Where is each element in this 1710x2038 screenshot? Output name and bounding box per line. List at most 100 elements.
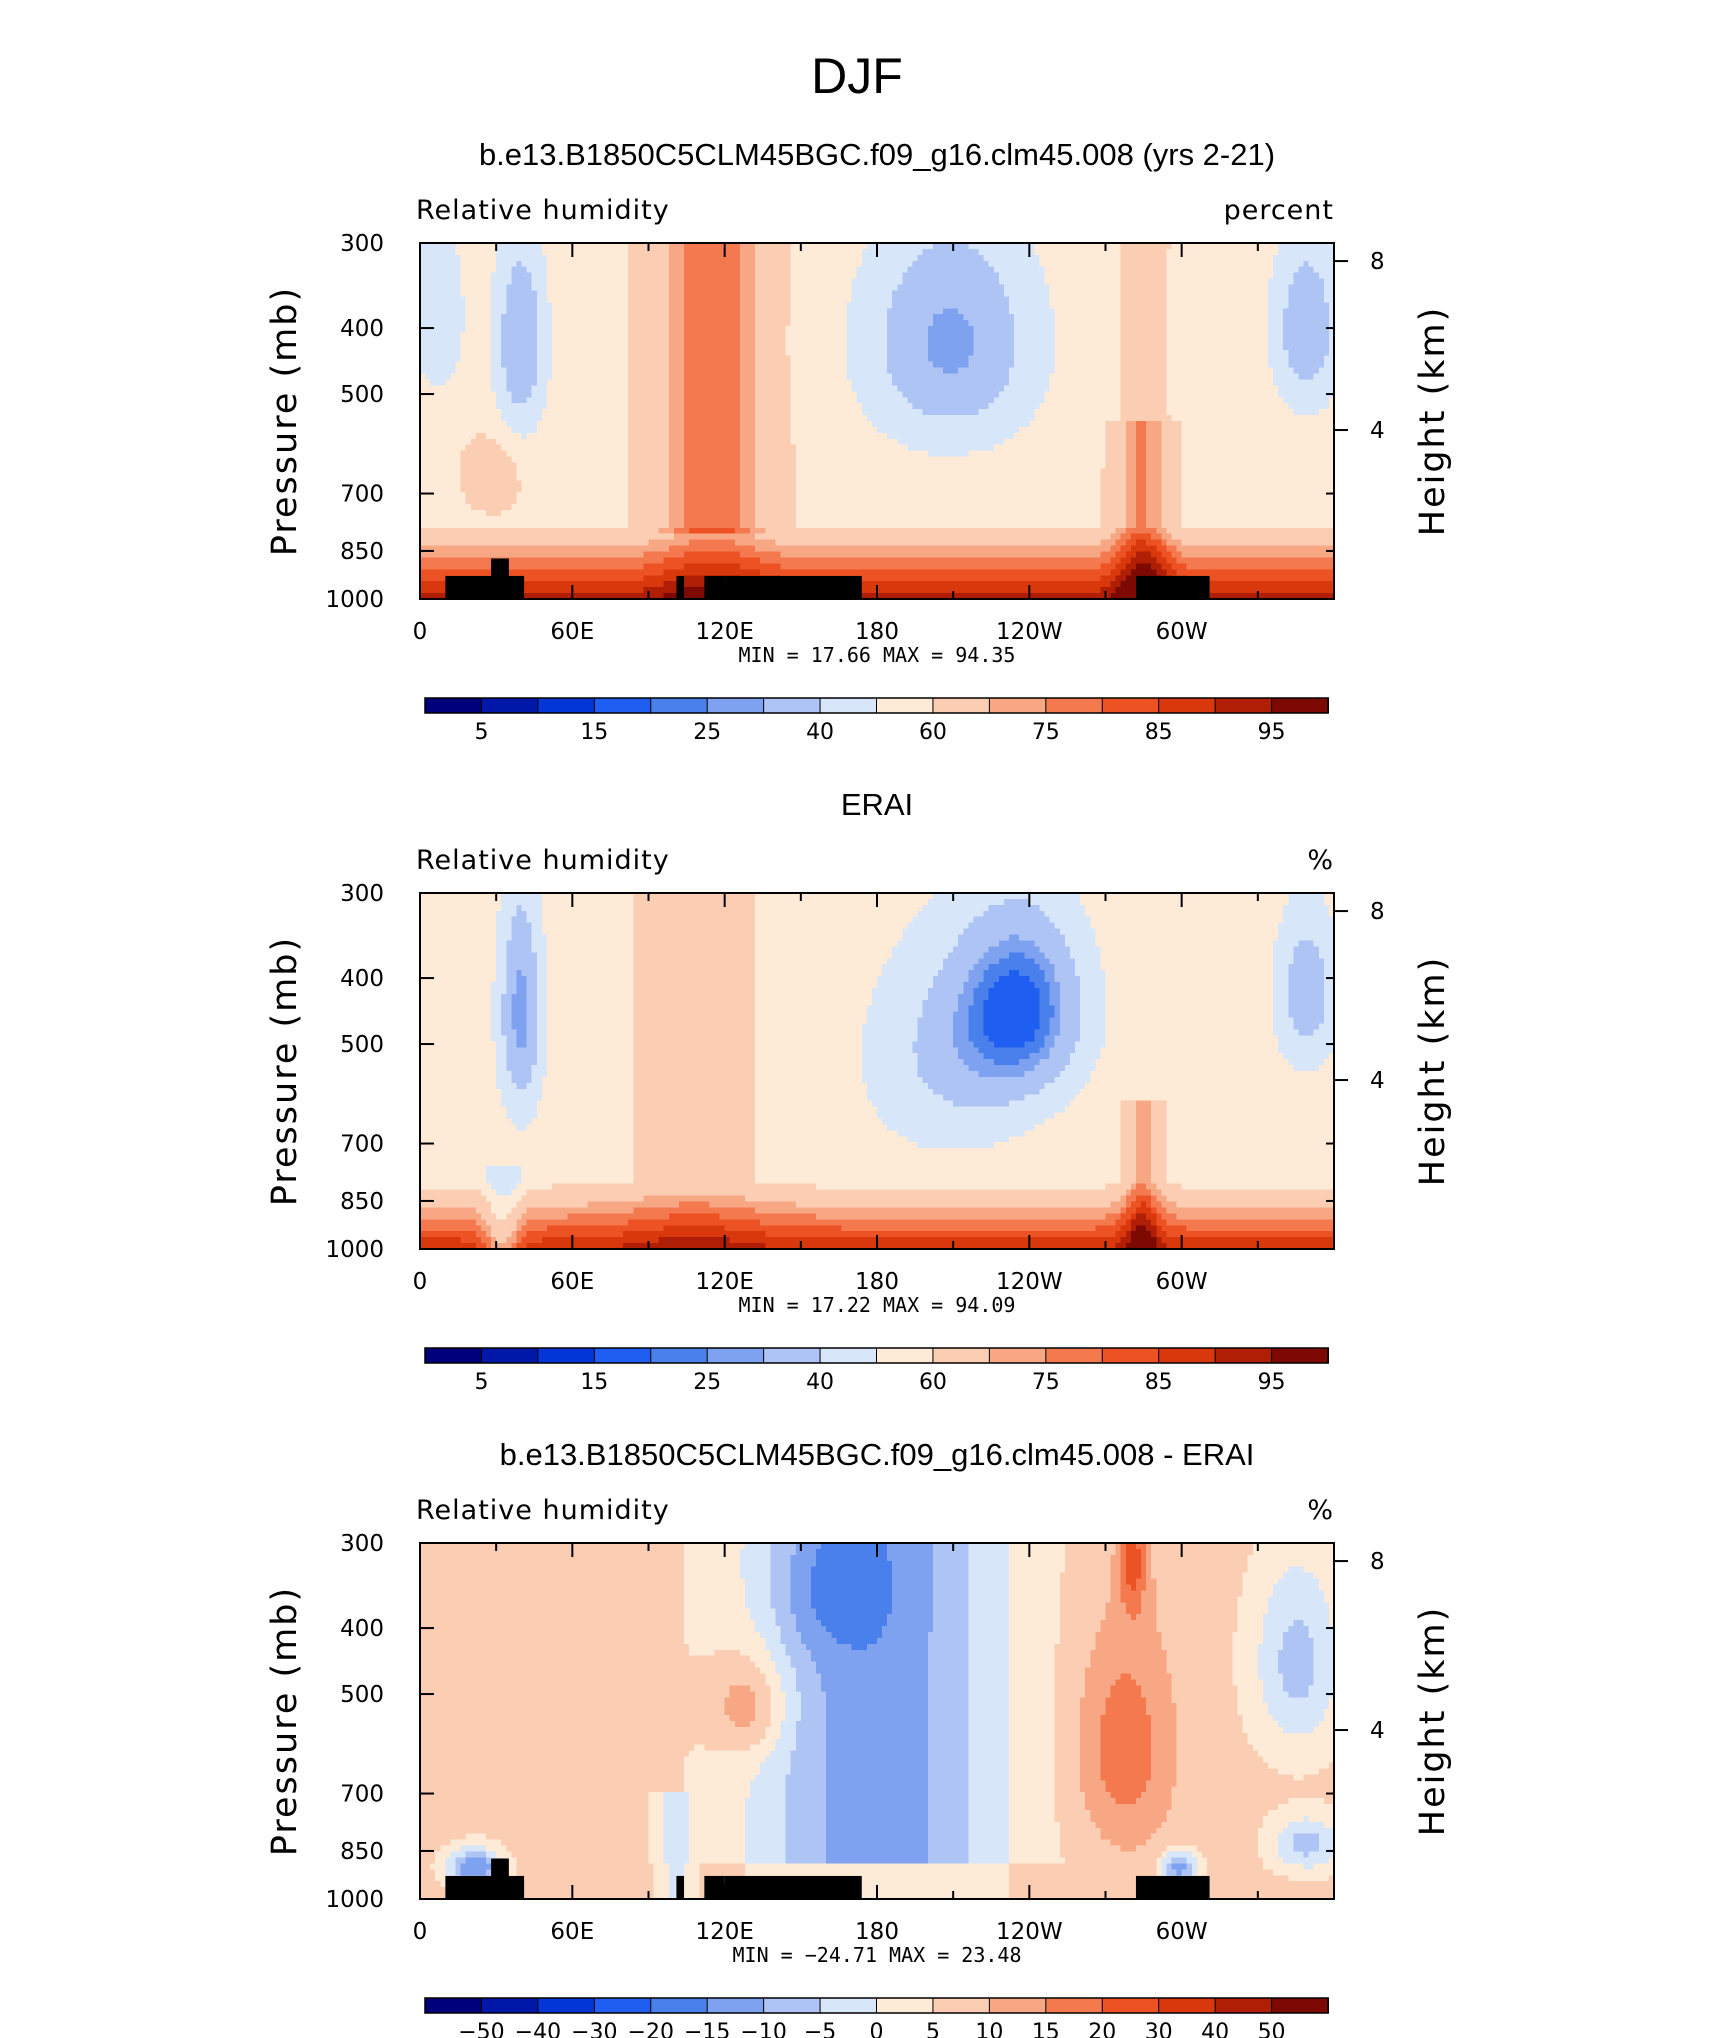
contour-cell <box>1328 349 1334 357</box>
contour-cell <box>734 367 741 375</box>
contour-cell <box>445 302 452 309</box>
contour-cell <box>653 361 660 369</box>
contour-cell <box>831 349 837 357</box>
contour-cell <box>780 278 787 286</box>
contour-cell <box>1135 272 1142 280</box>
contour-cell <box>968 349 975 357</box>
contour-cell <box>1105 361 1112 369</box>
contour-cell <box>1288 248 1294 256</box>
contour-cell <box>1064 385 1071 392</box>
contour-cell <box>1034 308 1041 315</box>
contour-cell <box>1201 290 1208 297</box>
contour-cell <box>1156 343 1162 351</box>
contour-cell <box>465 248 472 256</box>
contour-cell <box>1151 355 1157 363</box>
contour-cell <box>1085 260 1091 268</box>
contour-cell <box>978 355 985 363</box>
contour-cell <box>1308 361 1315 369</box>
contour-cell <box>480 308 487 315</box>
contour-cell <box>658 337 665 345</box>
contour-cell <box>694 254 700 262</box>
contour-cell <box>567 403 573 410</box>
contour-cell <box>425 284 431 292</box>
contour-cell <box>465 272 472 280</box>
contour-cell <box>1278 296 1284 303</box>
contour-cell <box>1171 320 1178 327</box>
contour-cell <box>714 296 721 303</box>
contour-cell <box>755 254 761 262</box>
contour-cell <box>998 278 1005 286</box>
contour-cell <box>480 320 487 327</box>
contour-cell <box>1049 290 1056 297</box>
contour-cell <box>892 343 898 351</box>
contour-cell <box>506 248 512 256</box>
contour-cell <box>1019 391 1025 398</box>
contour-cell <box>1075 320 1081 327</box>
contour-cell <box>607 278 614 286</box>
contour-cell <box>1130 243 1137 250</box>
contour-cell <box>1080 314 1086 321</box>
contour-cell <box>1014 243 1020 250</box>
contour-cell <box>1125 260 1132 268</box>
contour-cell <box>1029 349 1036 357</box>
contour-cell <box>1029 272 1036 280</box>
contour-cell <box>1130 326 1137 333</box>
contour-cell <box>689 403 695 410</box>
contour-cell <box>1196 248 1203 256</box>
contour-cell <box>1146 248 1152 256</box>
contour-cell <box>567 308 573 315</box>
contour-cell <box>440 326 446 333</box>
contour-cell <box>516 320 523 327</box>
contour-cell <box>750 308 756 315</box>
contour-cell <box>480 260 487 268</box>
contour-cell <box>709 308 716 315</box>
contour-cell <box>907 332 914 339</box>
contour-cell <box>1323 326 1330 333</box>
contour-cell <box>526 367 533 375</box>
contour-cell <box>1019 349 1025 357</box>
contour-cell <box>506 266 512 274</box>
contour-cell <box>1207 266 1213 274</box>
contour-cell <box>1217 326 1223 333</box>
contour-cell <box>684 254 690 262</box>
contour-cell <box>988 385 995 392</box>
contour-cell <box>1278 278 1284 286</box>
contour-cell <box>1207 361 1213 369</box>
contour-cell <box>917 332 924 339</box>
contour-cell <box>1034 290 1041 297</box>
contour-cell <box>587 361 594 369</box>
contour-cell <box>607 290 614 297</box>
contour-cell <box>790 243 797 250</box>
contour-cell <box>628 373 634 381</box>
contour-cell <box>1227 385 1234 392</box>
contour-cell <box>902 260 909 268</box>
contour-cell <box>1125 254 1132 262</box>
contour-cell <box>1075 373 1081 381</box>
contour-cell <box>618 355 624 363</box>
contour-cell <box>1181 296 1188 303</box>
contour-cell <box>729 314 736 321</box>
contour-cell <box>866 403 873 410</box>
contour-cell <box>851 361 858 369</box>
contour-cell <box>440 320 446 327</box>
contour-cell <box>805 379 812 386</box>
contour-cell <box>1029 355 1036 363</box>
contour-cell <box>1181 343 1188 351</box>
contour-cell <box>1247 296 1254 303</box>
contour-cell <box>475 361 482 369</box>
contour-cell <box>846 278 853 286</box>
contour-cell <box>1069 314 1076 321</box>
contour-cell <box>1313 379 1320 386</box>
contour-cell <box>1146 260 1152 268</box>
contour-cell <box>988 302 995 309</box>
contour-cell <box>724 278 731 286</box>
contour-cell <box>1054 367 1061 375</box>
contour-cell <box>1075 260 1081 268</box>
contour-cell <box>805 326 812 333</box>
contour-cell <box>1085 284 1091 292</box>
contour-cell <box>1085 278 1091 286</box>
contour-cell <box>1186 260 1193 268</box>
contour-cell <box>1125 343 1132 351</box>
contour-cell <box>430 343 436 351</box>
contour-cell <box>1141 254 1147 262</box>
